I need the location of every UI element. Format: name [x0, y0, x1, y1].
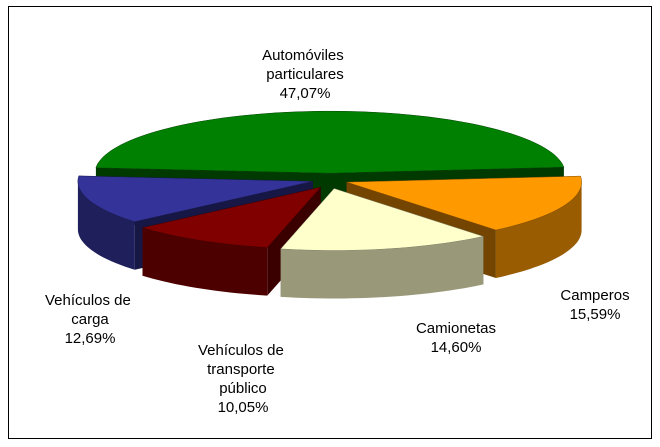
slice-top [280, 188, 485, 251]
value-label: 15,59% [570, 306, 621, 323]
slice-top [346, 175, 582, 231]
category-label: Vehículos de transporte público [198, 342, 288, 397]
pie-slice [280, 188, 485, 299]
value-label: 14,60% [431, 339, 482, 356]
category-label: Camionetas [416, 320, 496, 337]
slice-side [280, 236, 484, 299]
slice-side [495, 182, 582, 278]
slice-top [142, 186, 322, 248]
slice-side [77, 181, 135, 270]
slice-top [77, 175, 313, 222]
category-label: Camperos [560, 287, 629, 304]
value-label: 12,69% [65, 330, 116, 347]
category-label: Vehículos de carga [45, 292, 135, 328]
value-label: 10,05% [218, 399, 269, 416]
category-label: Automóviles particulares [262, 47, 348, 83]
value-label: 47,07% [280, 85, 331, 102]
slice-side [142, 227, 268, 296]
slice-top [95, 110, 565, 174]
